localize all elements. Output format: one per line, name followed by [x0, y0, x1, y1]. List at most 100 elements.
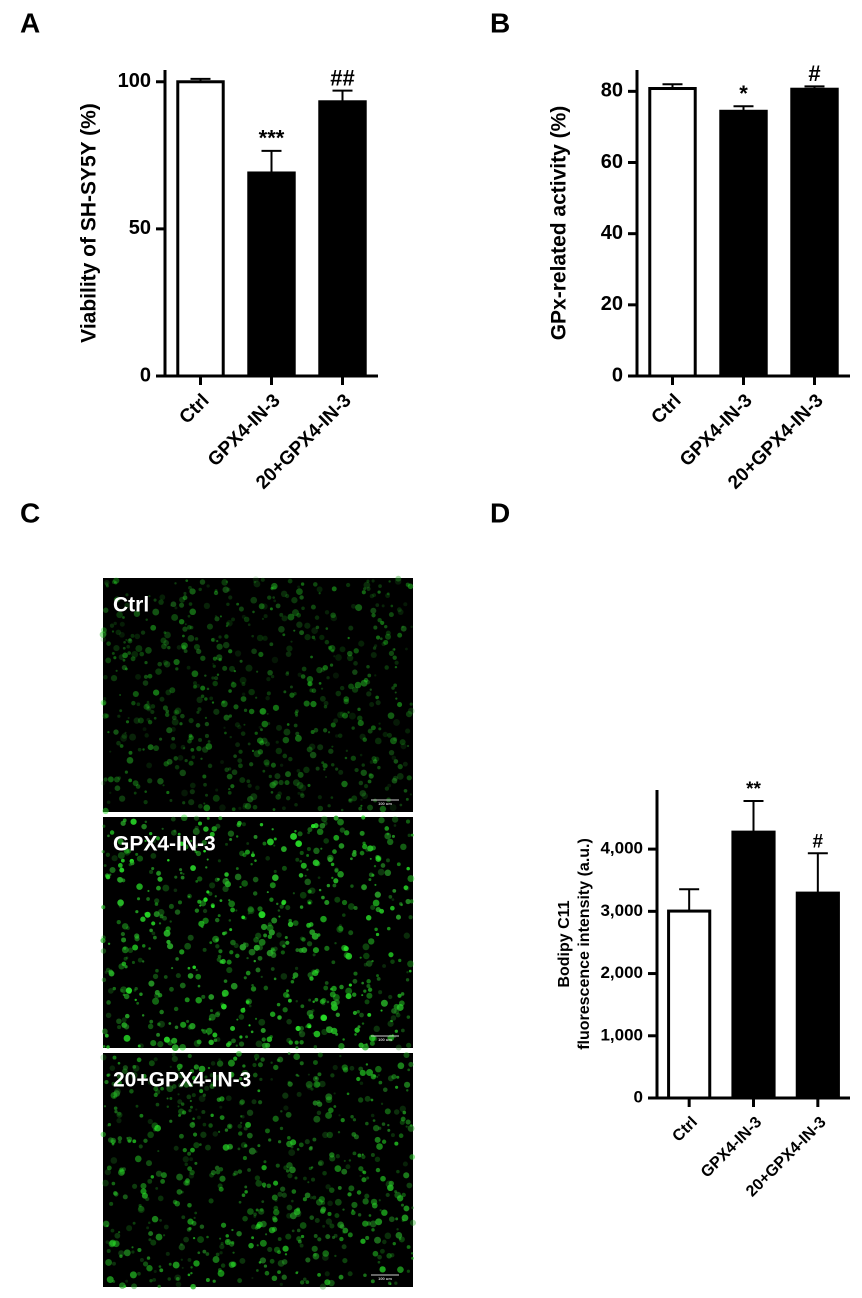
cell — [200, 1131, 207, 1138]
cell — [233, 1170, 239, 1176]
cell — [192, 1132, 198, 1137]
cell — [297, 585, 301, 589]
cell — [411, 1206, 414, 1210]
cell — [120, 986, 127, 994]
cell — [190, 1266, 193, 1269]
cell — [333, 834, 340, 841]
cell — [286, 1018, 292, 1025]
cell — [151, 1215, 159, 1223]
cell — [146, 1265, 153, 1272]
cell — [279, 1282, 283, 1287]
cell — [142, 727, 147, 732]
cell — [117, 714, 121, 718]
cell — [384, 1108, 391, 1115]
cell — [298, 1030, 306, 1038]
cell — [280, 973, 288, 980]
cell — [192, 965, 196, 970]
cell — [152, 973, 159, 980]
cell — [310, 1166, 314, 1169]
cell — [202, 917, 209, 924]
cell — [238, 1077, 243, 1081]
cell — [348, 712, 356, 720]
cell — [239, 1099, 245, 1105]
cell — [142, 680, 149, 686]
cell — [365, 847, 370, 852]
cell — [288, 756, 293, 762]
cell — [218, 1167, 224, 1172]
cell — [401, 1214, 409, 1222]
cell — [192, 1236, 196, 1240]
cell — [297, 672, 302, 677]
cell — [294, 966, 299, 971]
cell — [300, 862, 307, 869]
cell — [110, 675, 118, 682]
cell — [365, 1063, 369, 1066]
cell — [148, 1060, 155, 1067]
cell — [387, 1123, 390, 1127]
cell — [106, 1276, 114, 1284]
cell — [118, 1140, 122, 1144]
cell — [371, 1202, 378, 1209]
cell — [240, 1121, 243, 1125]
cell — [212, 935, 220, 943]
cell — [350, 1115, 354, 1119]
cell — [250, 862, 253, 866]
cell — [347, 650, 353, 657]
cell — [290, 685, 293, 689]
cell — [299, 891, 307, 899]
cell — [250, 853, 255, 858]
cell — [231, 1228, 234, 1232]
cell — [189, 1122, 196, 1128]
cell — [322, 1224, 326, 1228]
cell — [233, 754, 237, 758]
cell — [252, 610, 255, 614]
cell — [266, 1036, 273, 1043]
cell — [215, 823, 221, 829]
cell — [166, 1085, 174, 1093]
cell — [198, 1095, 206, 1102]
cell — [107, 942, 111, 945]
cell — [208, 891, 213, 896]
cell — [322, 763, 328, 769]
cell — [366, 1069, 374, 1077]
cell — [247, 1208, 254, 1215]
cell — [402, 1161, 408, 1167]
cell — [209, 1172, 214, 1178]
cell — [394, 578, 402, 585]
cell — [207, 1066, 211, 1070]
cell — [312, 947, 320, 954]
cell — [140, 916, 146, 922]
cell — [258, 911, 266, 919]
cell — [299, 1222, 307, 1229]
cell — [327, 731, 331, 734]
cell — [331, 586, 337, 592]
cell — [182, 1156, 189, 1163]
y-tick-label: 1,000 — [600, 1025, 643, 1044]
cell — [142, 1261, 149, 1267]
cell — [407, 1124, 415, 1132]
cell — [316, 1101, 323, 1107]
cell — [273, 1246, 281, 1253]
cell — [180, 875, 185, 880]
cell — [166, 758, 173, 765]
cell — [152, 839, 157, 844]
cell — [380, 1248, 385, 1254]
cell — [287, 1080, 291, 1084]
cell — [393, 1109, 400, 1115]
cell — [394, 1281, 398, 1285]
cell — [405, 978, 410, 982]
cell — [117, 1061, 121, 1065]
cell — [409, 1154, 416, 1160]
cell — [176, 645, 182, 650]
cell — [261, 617, 265, 620]
cell — [131, 1250, 135, 1254]
cell — [246, 956, 249, 960]
cell — [169, 799, 173, 802]
cell — [257, 1089, 261, 1093]
cell — [353, 971, 358, 976]
cell — [143, 800, 148, 805]
cell — [176, 1173, 183, 1181]
cell — [139, 1258, 144, 1262]
cell — [367, 987, 373, 992]
cell — [256, 670, 259, 673]
